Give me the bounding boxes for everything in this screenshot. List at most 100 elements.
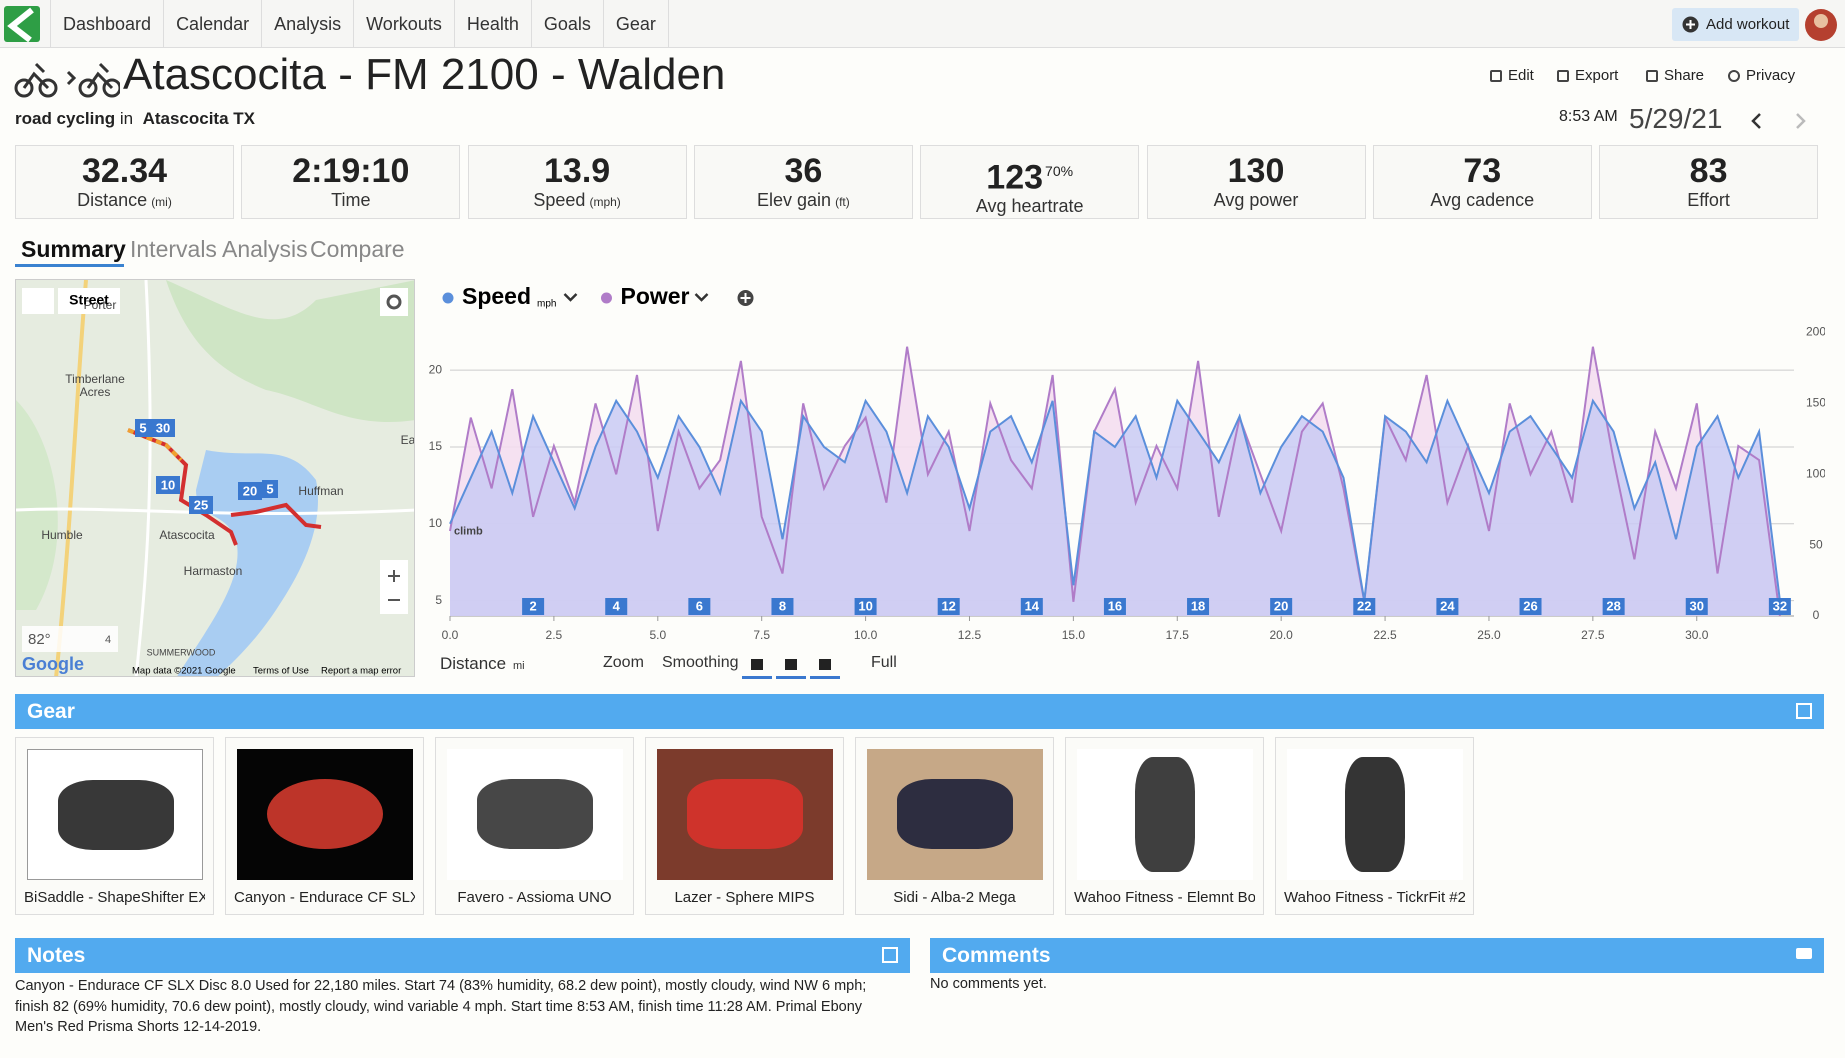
lap-marker-label: 6: [696, 598, 703, 613]
x-tick-label: 12.5: [958, 628, 982, 642]
unit: (ft): [835, 195, 850, 209]
icon: [1682, 16, 1699, 33]
gear-card[interactable]: Wahoo Fitness - TickrFit #2: [1275, 737, 1474, 915]
toggle-button[interactable]: [742, 651, 772, 679]
toggle-button[interactable]: [810, 651, 840, 679]
nav-item[interactable]: Analysis: [262, 0, 355, 48]
action[interactable]: Export: [1556, 67, 1618, 84]
control-label[interactable]: Smoothing: [662, 654, 739, 671]
settings[interactable]: [380, 288, 408, 316]
avatar[interactable]: [1804, 8, 1838, 42]
park: [166, 280, 414, 422]
nav-item[interactable]: Health: [455, 0, 532, 48]
mile-marker: [189, 496, 213, 514]
lap-marker: [1270, 598, 1293, 615]
value: 2:19:10: [292, 152, 410, 190]
lap-marker: [1519, 598, 1542, 615]
sport-icons: [14, 62, 120, 98]
nav-item[interactable]: Workouts: [354, 0, 455, 48]
add-workout-button[interactable]: Add workout: [1672, 8, 1800, 41]
value: 13.9: [544, 152, 611, 190]
action[interactable]: Privacy: [1727, 67, 1795, 84]
edit-icon[interactable]: [1796, 703, 1812, 719]
gear-name: BiSaddle - ShapeShifter EXT: [24, 889, 205, 906]
label: Speed: [533, 190, 586, 210]
control-label[interactable]: mi: [513, 660, 525, 672]
gear-card[interactable]: Wahoo Fitness - Elemnt Bol: [1065, 737, 1264, 915]
lap-marker-label: 30: [1690, 598, 1704, 613]
stat-value: 123 70%: [921, 152, 1138, 196]
lap-marker-label: 24: [1440, 598, 1455, 613]
nav-item[interactable]: Gear: [604, 0, 669, 48]
gear-card[interactable]: Lazer - Sphere MIPS: [645, 737, 844, 915]
map-logo: Google: [22, 654, 84, 674]
location[interactable]: Atascocita TX: [142, 109, 255, 128]
y2-tick-label: 150: [1806, 396, 1825, 410]
x-tick-label: 30.0: [1685, 628, 1709, 642]
stat-percent: 70%: [1045, 163, 1074, 179]
nav-item[interactable]: Goals: [532, 0, 604, 48]
place-label: Acres: [80, 385, 111, 399]
lap-marker: [522, 598, 545, 615]
notes-text: Canyon - Endurace CF SLX Disc 8.0 Used f…: [15, 978, 867, 1035]
lap-marker: [1436, 598, 1459, 615]
stat-label: Elev gain (ft): [695, 190, 912, 211]
gear-card[interactable]: BiSaddle - ShapeShifter EXT: [15, 737, 214, 915]
notes-bar: Notes: [15, 938, 910, 973]
lap-marker-label: 26: [1523, 598, 1537, 613]
x-tick-label: 15.0: [1062, 628, 1086, 642]
gear-image: [1287, 749, 1463, 880]
stat-value: 73: [1374, 152, 1591, 190]
lap-marker-label: 20: [1274, 598, 1288, 613]
gear-shape: [58, 780, 174, 850]
date-nav[interactable]: [1748, 110, 1808, 132]
legend-dot: [442, 292, 454, 304]
control-label[interactable]: Distance: [440, 654, 507, 673]
line: [449, 346, 1781, 617]
logo[interactable]: [4, 4, 44, 44]
control-label[interactable]: Full: [871, 654, 897, 671]
icon-shape: [1646, 69, 1658, 82]
comment-icon[interactable]: [1796, 948, 1812, 962]
tab[interactable]: Compare: [310, 236, 405, 262]
nav-item[interactable]: Dashboard: [51, 0, 165, 48]
lap-marker: [1020, 598, 1043, 615]
place-label: Atascocita: [159, 528, 215, 542]
place-label: Huffman: [298, 484, 343, 498]
lap-marker-label: 22: [1357, 598, 1371, 613]
lap-marker-label: 16: [1108, 598, 1122, 613]
notes-title: Notes: [27, 944, 86, 967]
value: 32.34: [81, 152, 168, 190]
layer-label: Street: [69, 292, 109, 308]
action[interactable]: Share: [1645, 67, 1704, 84]
park: [16, 400, 58, 610]
place-label: Porter: [84, 298, 117, 312]
action-label: Share: [1664, 67, 1705, 84]
edit-icon[interactable]: [882, 947, 898, 963]
stat-box: 83 Effort: [1599, 145, 1819, 219]
tab[interactable]: Intervals: [130, 236, 217, 262]
mile-marker: [156, 476, 180, 494]
lap-marker: [1768, 598, 1791, 615]
label: Avg cadence: [1430, 190, 1535, 210]
zoom[interactable]: [380, 560, 408, 614]
gear-card[interactable]: Sidi - Alba-2 Mega: [855, 737, 1054, 915]
tab[interactable]: Analysis: [222, 236, 308, 262]
tab[interactable]: Summary: [21, 236, 126, 262]
action[interactable]: Edit: [1489, 67, 1534, 84]
mile-marker-label: 20: [243, 483, 257, 498]
icon: [1490, 69, 1502, 82]
toggle-button[interactable]: [776, 651, 806, 679]
line: [449, 398, 1781, 601]
nav-item[interactable]: Calendar: [164, 0, 263, 48]
layer-button[interactable]: [58, 288, 120, 314]
control-label[interactable]: Zoom: [603, 654, 644, 671]
fullscreen[interactable]: [22, 288, 54, 314]
lap-marker-label: 4: [613, 598, 621, 613]
mile-marker-label: 30: [156, 420, 170, 435]
gear-card[interactable]: Canyon - Endurace CF SLX D: [225, 737, 424, 915]
place-label: Humble: [41, 528, 83, 542]
gear-card[interactable]: Favero - Assioma UNO: [435, 737, 634, 915]
